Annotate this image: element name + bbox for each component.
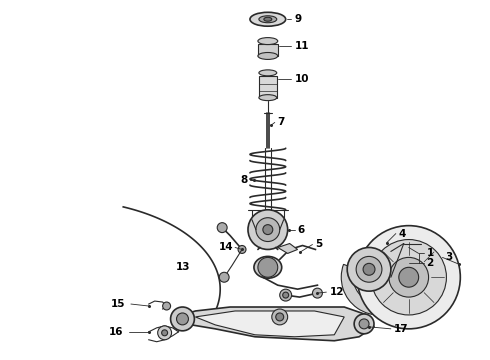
Text: 14: 14 [219, 243, 233, 252]
Text: 7: 7 [278, 117, 285, 127]
Ellipse shape [250, 12, 286, 26]
Ellipse shape [254, 256, 282, 278]
Ellipse shape [258, 37, 278, 45]
Circle shape [162, 330, 168, 336]
Text: 3: 3 [445, 252, 453, 262]
Text: 6: 6 [297, 225, 305, 235]
Text: 5: 5 [316, 239, 323, 249]
Circle shape [238, 246, 246, 253]
Text: 8: 8 [241, 175, 248, 185]
Circle shape [389, 257, 429, 297]
Text: 4: 4 [399, 229, 406, 239]
FancyBboxPatch shape [259, 76, 277, 98]
Circle shape [158, 326, 172, 340]
Text: 2: 2 [427, 258, 434, 268]
Polygon shape [196, 311, 344, 337]
Ellipse shape [259, 95, 277, 100]
Circle shape [354, 314, 374, 334]
Circle shape [357, 226, 460, 329]
Circle shape [313, 288, 322, 298]
Circle shape [363, 264, 375, 275]
Circle shape [263, 225, 273, 235]
Circle shape [280, 289, 292, 301]
Text: 10: 10 [294, 74, 309, 84]
Text: 1: 1 [427, 248, 434, 258]
FancyBboxPatch shape [258, 44, 278, 56]
Circle shape [272, 309, 288, 325]
Circle shape [176, 313, 189, 325]
Polygon shape [171, 307, 374, 341]
Text: 9: 9 [294, 14, 302, 24]
Circle shape [276, 313, 284, 321]
Ellipse shape [264, 17, 272, 21]
Text: 11: 11 [294, 41, 309, 51]
Circle shape [217, 223, 227, 233]
Polygon shape [278, 243, 297, 253]
Circle shape [283, 292, 289, 298]
Circle shape [399, 267, 418, 287]
Text: 16: 16 [109, 327, 123, 337]
Circle shape [258, 257, 278, 277]
Circle shape [171, 307, 195, 331]
Circle shape [347, 247, 391, 291]
Ellipse shape [259, 70, 277, 76]
Ellipse shape [259, 16, 277, 23]
Circle shape [256, 218, 280, 242]
Text: 15: 15 [111, 299, 125, 309]
Circle shape [248, 210, 288, 249]
Text: 17: 17 [394, 324, 409, 334]
Wedge shape [341, 239, 416, 315]
Ellipse shape [258, 53, 278, 59]
Circle shape [356, 256, 382, 282]
Text: 13: 13 [175, 262, 190, 272]
Circle shape [163, 302, 171, 310]
Circle shape [219, 272, 229, 282]
Circle shape [371, 239, 446, 315]
Circle shape [359, 319, 369, 329]
Text: 12: 12 [329, 287, 344, 297]
